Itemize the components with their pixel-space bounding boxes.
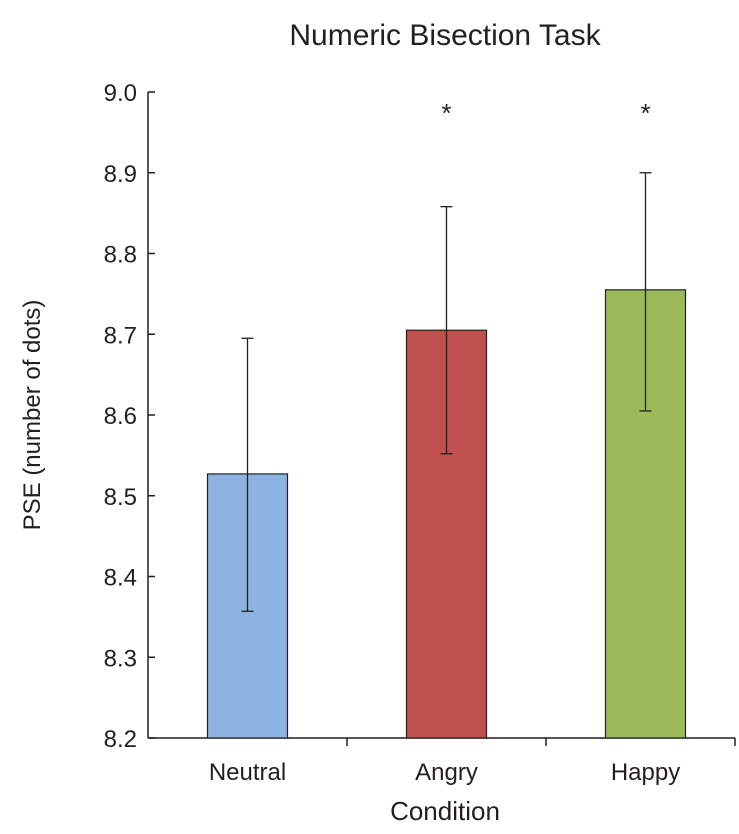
plot-area: 8.2 8.3 8.4 8.5 8.6 8.7 8.8 8.9 9.0 Neutral Angry *…: [104, 80, 736, 786]
x-axis-label: Condition: [390, 796, 500, 826]
x-tick-label: Angry: [415, 759, 478, 786]
y-tick-label: 8.6: [104, 403, 137, 430]
y-tick-label: 8.8: [104, 242, 137, 269]
x-tick-label: Neutral: [209, 759, 286, 786]
chart-title: Numeric Bisection Task: [289, 19, 601, 52]
y-tick-label: 8.9: [104, 161, 137, 188]
y-tick-label: 9.0: [104, 80, 137, 107]
significance-marker: *: [441, 98, 451, 128]
y-tick-label: 8.3: [104, 645, 137, 672]
y-tick-label: 8.2: [104, 726, 137, 753]
x-tick-label: Happy: [611, 759, 680, 786]
y-tick-label: 8.5: [104, 484, 137, 511]
y-axis-label: PSE (number of dots): [19, 300, 46, 531]
y-tick-label: 8.7: [104, 322, 137, 349]
significance-marker: *: [640, 98, 650, 128]
y-tick-label: 8.4: [104, 565, 137, 592]
